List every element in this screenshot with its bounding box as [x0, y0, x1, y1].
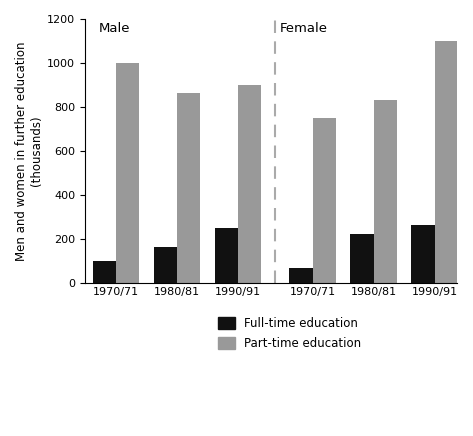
Bar — [238, 85, 261, 283]
Bar — [215, 228, 238, 283]
Bar — [313, 118, 336, 283]
Text: Male: Male — [99, 22, 131, 35]
Y-axis label: Men and women in further education
(thousands): Men and women in further education (thou… — [15, 41, 43, 261]
Bar — [116, 63, 140, 283]
Bar — [412, 225, 435, 283]
Bar — [289, 268, 313, 283]
Bar — [350, 234, 374, 283]
Legend: Full-time education, Part-time education: Full-time education, Part-time education — [212, 311, 367, 356]
Bar — [435, 41, 458, 283]
Bar — [374, 100, 397, 283]
Bar — [154, 248, 177, 283]
Text: Female: Female — [280, 22, 328, 35]
Bar — [93, 261, 116, 283]
Bar — [177, 92, 200, 283]
